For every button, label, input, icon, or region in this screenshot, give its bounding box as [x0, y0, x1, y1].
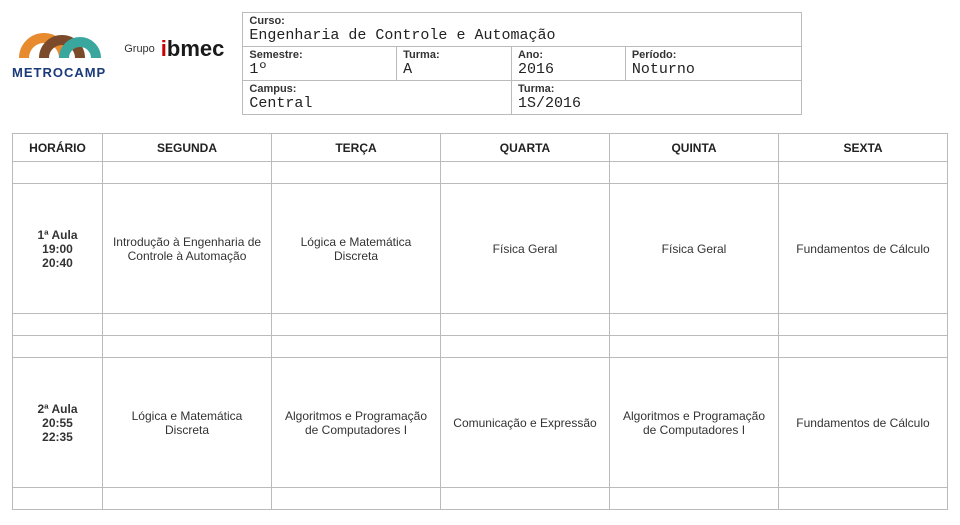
spacer-row — [13, 336, 948, 358]
semestre-label: Semestre: — [249, 49, 390, 61]
turma2-label: Turma: — [518, 83, 795, 95]
periodo-value: Noturno — [632, 61, 796, 78]
turma-label: Turma: — [403, 49, 505, 61]
metrocamp-logo: METROCAMP — [12, 18, 106, 80]
row1-quarta: Física Geral — [441, 184, 610, 314]
spacer-row — [13, 162, 948, 184]
ibmec-text: iibmecbmec — [161, 36, 225, 62]
row2-terca: Algoritmos e Programação de Computadores… — [272, 358, 441, 488]
ibmec-logo: Grupo iibmecbmec — [124, 36, 224, 62]
spacer-row — [13, 488, 948, 510]
row2-start: 20:55 — [19, 416, 96, 430]
periodo-label: Período: — [632, 49, 796, 61]
turma-value: A — [403, 61, 505, 78]
ano-label: Ano: — [518, 49, 619, 61]
row1-segunda: Introdução à Engenharia de Controle à Au… — [103, 184, 272, 314]
row2-time: 2ª Aula 20:55 22:35 — [13, 358, 103, 488]
row1-start: 19:00 — [19, 242, 96, 256]
schedule-table: HORÁRIO SEGUNDA TERÇA QUARTA QUINTA SEXT… — [12, 133, 948, 510]
curso-label: Curso: — [249, 15, 795, 27]
col-horario: HORÁRIO — [13, 134, 103, 162]
col-terca: TERÇA — [272, 134, 441, 162]
row1-label: 1ª Aula — [19, 228, 96, 242]
col-quinta: QUINTA — [610, 134, 779, 162]
row2-quarta: Comunicação e Expressão — [441, 358, 610, 488]
row1-sexta: Fundamentos de Cálculo — [779, 184, 948, 314]
campus-value: Central — [249, 95, 505, 112]
row2-end: 22:35 — [19, 430, 96, 444]
semestre-value: 1º — [249, 61, 390, 78]
row2-sexta: Fundamentos de Cálculo — [779, 358, 948, 488]
curso-value: Engenharia de Controle e Automação — [249, 27, 795, 44]
schedule-row-2: 2ª Aula 20:55 22:35 Lógica e Matemática … — [13, 358, 948, 488]
row1-terca: Lógica e Matemática Discreta — [272, 184, 441, 314]
header-block: METROCAMP Grupo iibmecbmec Curso: Engenh… — [12, 12, 948, 115]
schedule-row-1: 1ª Aula 19:00 20:40 Introdução à Engenha… — [13, 184, 948, 314]
grupo-text: Grupo — [124, 43, 155, 55]
schedule-header-row: HORÁRIO SEGUNDA TERÇA QUARTA QUINTA SEXT… — [13, 134, 948, 162]
spacer-row — [13, 314, 948, 336]
row1-quinta: Física Geral — [610, 184, 779, 314]
course-info-table: Curso: Engenharia de Controle e Automaçã… — [242, 12, 802, 115]
ano-value: 2016 — [518, 61, 619, 78]
metrocamp-text: METROCAMP — [12, 65, 106, 80]
logo-group: METROCAMP Grupo iibmecbmec — [12, 12, 224, 80]
row1-time: 1ª Aula 19:00 20:40 — [13, 184, 103, 314]
col-quarta: QUARTA — [441, 134, 610, 162]
row2-segunda: Lógica e Matemática Discreta — [103, 358, 272, 488]
col-sexta: SEXTA — [779, 134, 948, 162]
campus-label: Campus: — [249, 83, 505, 95]
turma2-value: 1S/2016 — [518, 95, 795, 112]
row1-end: 20:40 — [19, 256, 96, 270]
col-segunda: SEGUNDA — [103, 134, 272, 162]
metrocamp-icon — [14, 18, 104, 62]
row2-quinta: Algoritmos e Programação de Computadores… — [610, 358, 779, 488]
row2-label: 2ª Aula — [19, 402, 96, 416]
